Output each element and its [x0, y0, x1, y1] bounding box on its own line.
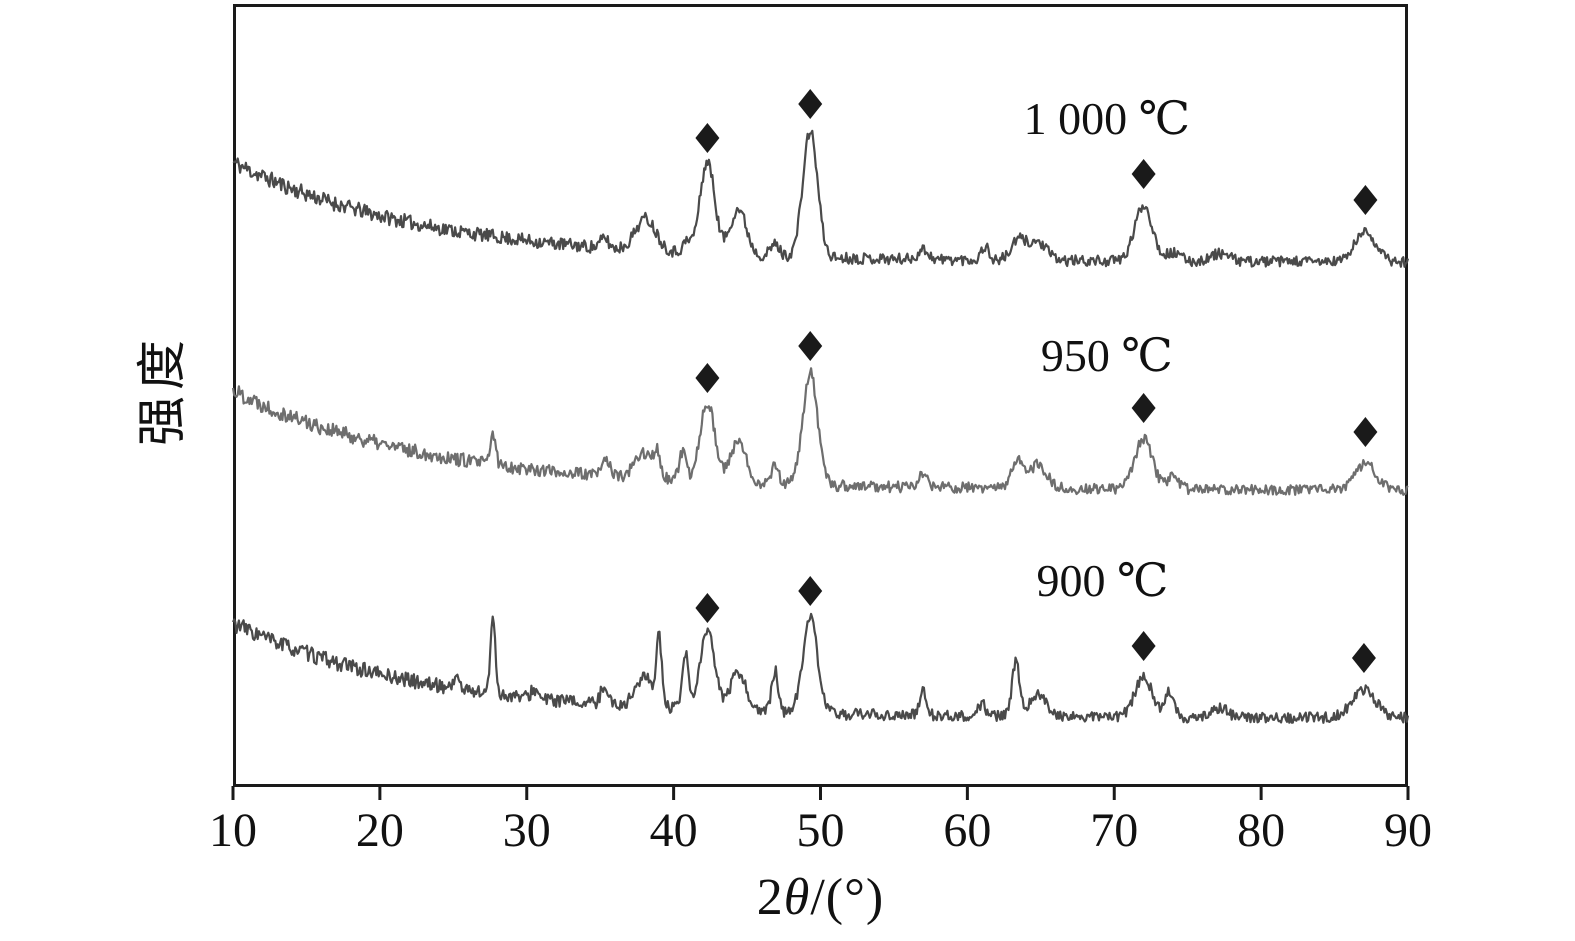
series-curve-0: [232, 129, 1410, 268]
peak-marker-icon: [695, 593, 720, 623]
series-curve-2: [232, 612, 1410, 724]
series-labels-group: 1 000 ℃ 950 ℃ 900 ℃: [1024, 93, 1190, 606]
series-label-1: 950 ℃: [1041, 330, 1173, 381]
peak-marker-icon: [695, 363, 720, 393]
x-axis-label-theta: θ: [783, 869, 811, 926]
series-label-2: 900 ℃: [1037, 555, 1169, 606]
peak-markers-group: [695, 89, 1378, 673]
x-tick-label: 70: [1090, 804, 1138, 857]
peak-marker-icon: [1131, 631, 1156, 661]
y-axis-label: 强度: [134, 334, 190, 446]
peak-marker-icon: [1131, 393, 1156, 423]
peak-marker-icon: [695, 123, 720, 153]
x-tick-label: 20: [356, 804, 404, 857]
plot-border: [233, 4, 1408, 787]
series-curve-1: [231, 367, 1409, 496]
peak-marker-icon: [798, 576, 823, 606]
x-tick-label: 40: [650, 804, 698, 857]
x-tick-label: 60: [943, 804, 991, 857]
peak-marker-icon: [1131, 159, 1156, 189]
curves-group: [231, 129, 1410, 724]
x-axis-label-post: /(°): [810, 869, 885, 926]
peak-marker-icon: [798, 331, 823, 361]
x-tick-label: 30: [503, 804, 551, 857]
x-tick-label: 90: [1384, 804, 1432, 857]
peak-marker-icon: [798, 89, 823, 119]
x-tick-label: 80: [1237, 804, 1285, 857]
peak-marker-icon: [1353, 417, 1378, 447]
x-axis-label: 2θ/(°): [233, 868, 1408, 927]
x-ticks-group: 10 20 30 40 50 60 70 80 90: [209, 786, 1432, 857]
x-tick-label: 50: [797, 804, 845, 857]
peak-marker-icon: [1353, 185, 1378, 215]
peak-marker-icon: [1351, 643, 1376, 673]
series-label-0: 1 000 ℃: [1024, 93, 1190, 144]
x-axis-label-pre: 2: [756, 869, 784, 926]
x-tick-label: 10: [209, 804, 257, 857]
